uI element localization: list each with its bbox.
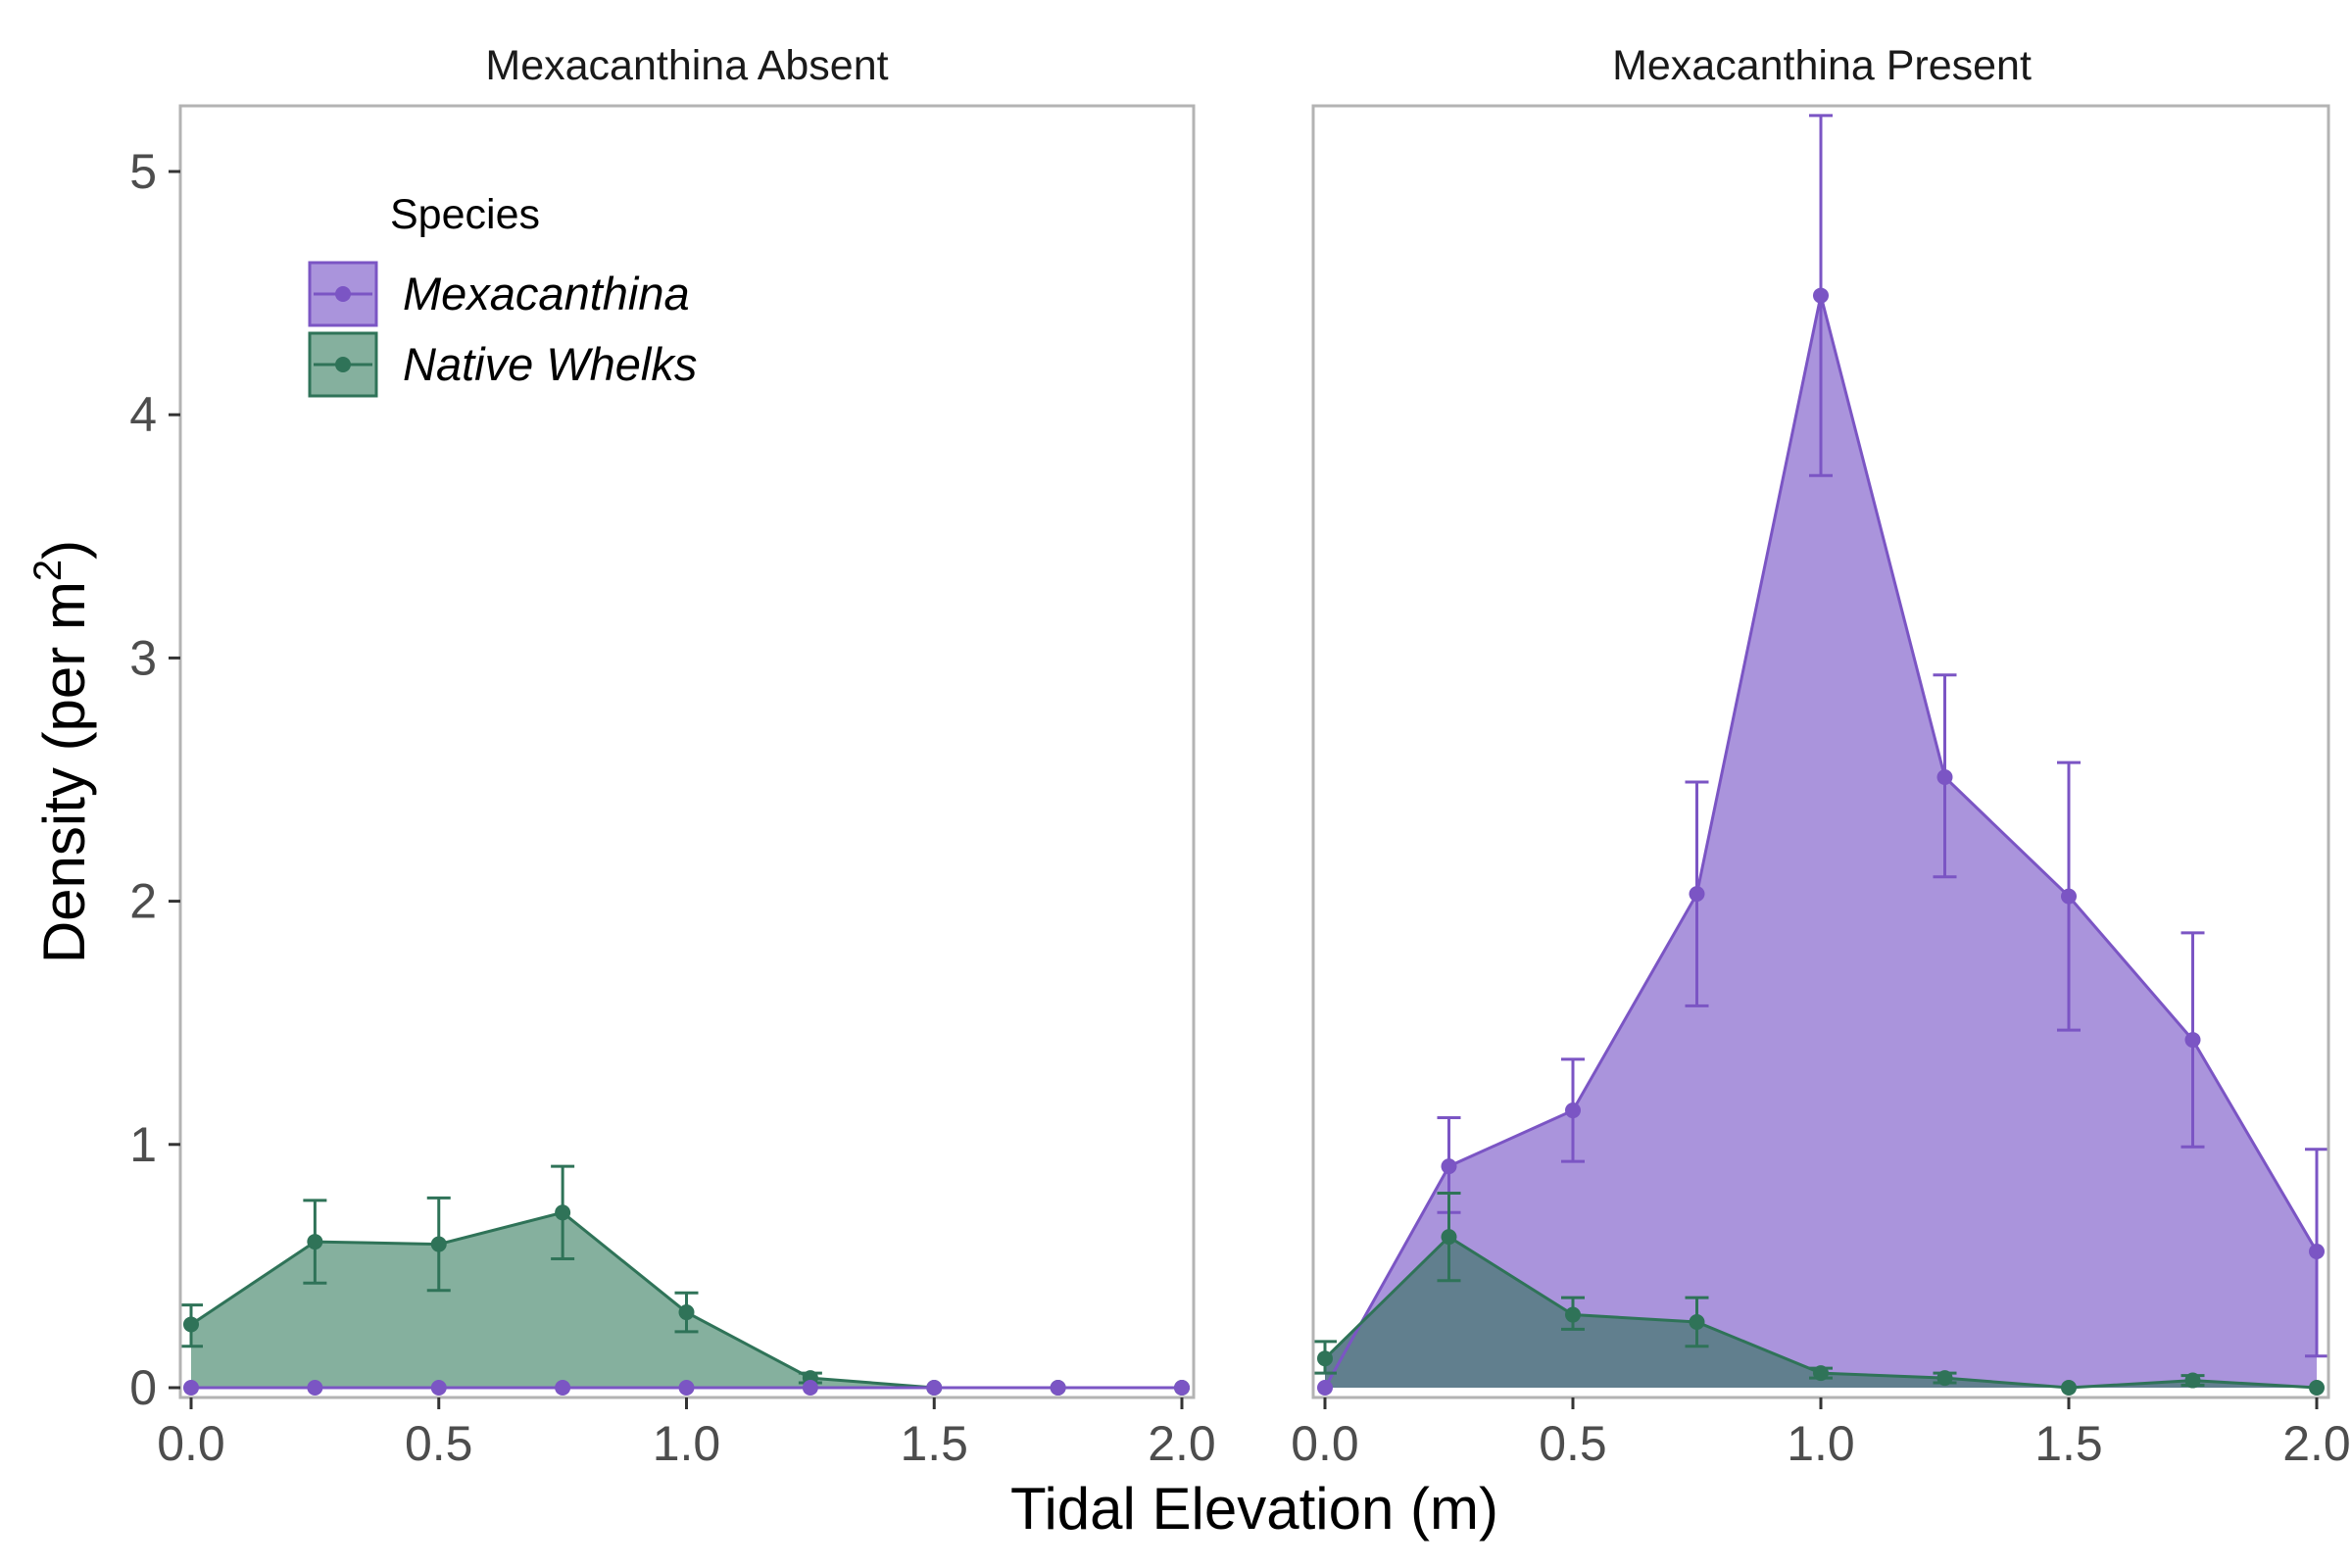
- point-mexacanthina: [2184, 1032, 2201, 1049]
- point-mexacanthina: [1050, 1380, 1066, 1396]
- point-native-whelks: [1936, 1370, 1953, 1387]
- x-axis-title: Tidal Elevation (m): [1010, 1476, 1498, 1542]
- legend-label-mexacanthina: Mexacanthina: [403, 268, 690, 319]
- point-native-whelks: [2184, 1372, 2201, 1389]
- y-axis-title-superscript: 2: [26, 560, 70, 581]
- point-mexacanthina: [2309, 1244, 2325, 1260]
- point-mexacanthina: [1174, 1380, 1190, 1396]
- point-native-whelks: [1689, 1313, 1705, 1330]
- x-tick-label: 0.5: [1539, 1416, 1607, 1471]
- y-tick-label: 4: [129, 387, 157, 442]
- point-mexacanthina: [802, 1380, 818, 1396]
- y-tick-label: 3: [129, 630, 157, 685]
- area-native-whelks: [1325, 1237, 2317, 1388]
- point-mexacanthina: [1317, 1380, 1333, 1396]
- legend-key-point-mexacanthina: [335, 286, 351, 302]
- point-native-whelks: [2061, 1380, 2077, 1396]
- y-axis-title: Density (per m2): [26, 540, 97, 963]
- x-tick-label: 2.0: [1148, 1416, 1216, 1471]
- x-tick-label: 0.0: [157, 1416, 225, 1471]
- axes: 0 1 2 3 4 5 0.0 0.5 1.0 1.5 2.0 0.0 0.5 1.0 1.5 2.0: [129, 144, 2351, 1471]
- point-native-whelks: [307, 1234, 323, 1250]
- panel-title-present: Mexacanthina Present: [1612, 42, 2032, 89]
- point-native-whelks: [2309, 1380, 2325, 1396]
- y-tick-label: 0: [129, 1360, 157, 1415]
- y-axis-title-close: ): [31, 540, 97, 560]
- panel-title-absent: Mexacanthina Absent: [485, 42, 888, 89]
- panel-present: [1313, 114, 2328, 1396]
- point-native-whelks: [183, 1316, 199, 1333]
- point-native-whelks: [555, 1204, 571, 1221]
- point-native-whelks: [430, 1236, 447, 1252]
- point-native-whelks: [1565, 1306, 1581, 1323]
- point-mexacanthina: [1813, 287, 1829, 304]
- point-native-whelks: [678, 1304, 695, 1321]
- legend-title: Species: [390, 191, 540, 238]
- point-mexacanthina: [926, 1380, 943, 1396]
- legend-label-native-whelks: Native Whelks: [403, 338, 697, 390]
- point-native-whelks: [1441, 1229, 1457, 1246]
- point-mexacanthina: [678, 1380, 695, 1396]
- y-tick-label: 1: [129, 1117, 157, 1172]
- point-mexacanthina: [1441, 1158, 1457, 1175]
- point-mexacanthina: [183, 1380, 199, 1396]
- panel-absent: [179, 1164, 1190, 1396]
- x-tick-label: 1.5: [900, 1416, 968, 1471]
- x-tick-label: 1.5: [2034, 1416, 2103, 1471]
- point-mexacanthina: [307, 1380, 323, 1396]
- point-native-whelks: [1813, 1365, 1829, 1382]
- legend: Species Mexacanthina Native Whelks: [308, 191, 697, 398]
- legend-key-point-native-whelks: [335, 357, 351, 372]
- point-mexacanthina: [555, 1380, 571, 1396]
- y-axis-title-main: Density (per m: [31, 581, 97, 963]
- x-tick-label: 0.0: [1291, 1416, 1359, 1471]
- y-tick-label: 5: [129, 144, 157, 199]
- x-tick-label: 2.0: [2282, 1416, 2351, 1471]
- x-tick-label: 1.0: [1787, 1416, 1855, 1471]
- point-mexacanthina: [1565, 1102, 1581, 1119]
- point-mexacanthina: [430, 1380, 447, 1396]
- point-mexacanthina: [1936, 769, 1953, 786]
- y-tick-label: 2: [129, 874, 157, 929]
- x-tick-label: 1.0: [653, 1416, 721, 1471]
- point-mexacanthina: [1689, 886, 1705, 903]
- x-tick-label: 0.5: [405, 1416, 473, 1471]
- point-native-whelks: [1317, 1350, 1333, 1367]
- point-mexacanthina: [2061, 888, 2077, 905]
